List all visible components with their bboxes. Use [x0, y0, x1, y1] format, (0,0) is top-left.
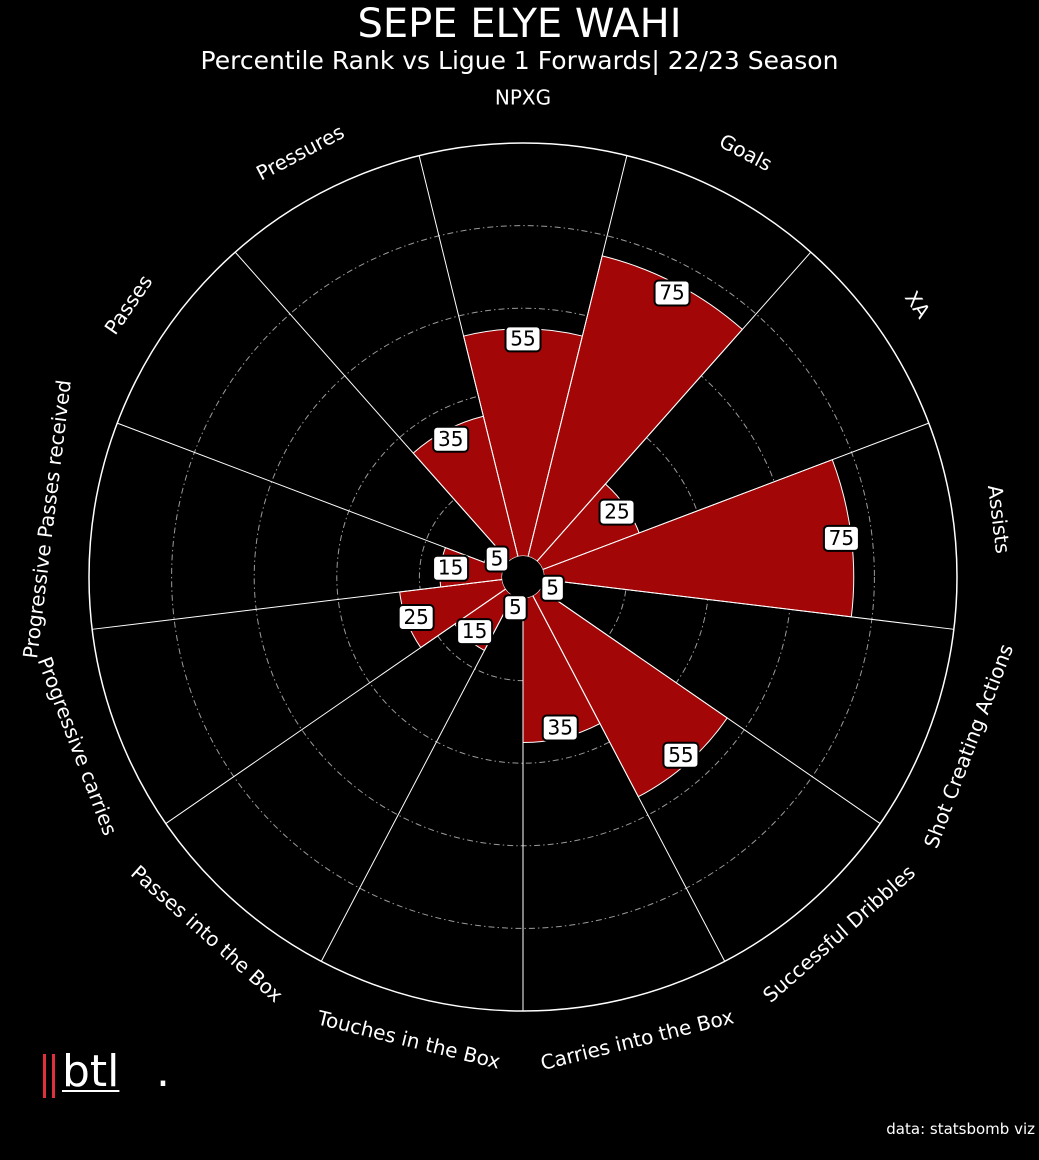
value-label-progressive-passes-received: 15: [432, 554, 470, 582]
value-label-passes: 5: [484, 545, 510, 573]
spoke-line-6: [539, 588, 881, 824]
svg-text:5: 5: [491, 547, 504, 571]
spoke-line-1: [418, 155, 519, 557]
category-label-assists: Assists: [983, 484, 1015, 555]
value-label-progressive-carries: 25: [397, 604, 435, 632]
center-hole: [502, 556, 544, 598]
value-label-assists: 75: [822, 524, 860, 552]
logo-bar-1: [43, 1054, 46, 1098]
svg-text:75: 75: [659, 280, 684, 304]
chart-subtitle: Percentile Rank vs Ligue 1 Forwards| 22/…: [200, 46, 839, 75]
spoke-line-4: [542, 422, 929, 571]
svg-text:25: 25: [403, 605, 428, 629]
category-label-successful-dribbles: Successful Dribbles: [758, 860, 920, 1007]
spoke-line-2: [527, 155, 628, 557]
category-label-passes: Passes: [99, 270, 157, 339]
value-label-passes-into-the-box: 15: [456, 618, 494, 646]
grid-ring-80: [171, 225, 875, 929]
svg-text:15: 15: [438, 556, 463, 580]
spoke-line-13: [234, 251, 510, 562]
value-label-carries-into-the-box: 35: [541, 714, 579, 742]
spoke-line-3: [536, 251, 812, 562]
logo-dot: .: [156, 1046, 170, 1097]
logo-bar-2: [52, 1054, 55, 1098]
svg-text:55: 55: [668, 743, 693, 767]
spoke-line-10: [165, 588, 507, 824]
category-label-passes-into-the-box: Passes into the Box: [126, 860, 288, 1007]
svg-text:35: 35: [438, 427, 463, 451]
category-label-touches-in-the-box: Touches in the Box: [314, 1005, 503, 1073]
value-label-pressures: 35: [432, 425, 470, 453]
bar-carries-into-the-box: [522, 594, 601, 744]
svg-text:55: 55: [510, 326, 535, 350]
category-label-npxg: NPXG: [495, 86, 551, 110]
spoke-line-9: [320, 595, 514, 962]
data-credit: data: statsbomb viz: [886, 1120, 1035, 1138]
category-label-xa: XA: [900, 287, 935, 323]
category-label-carries-into-the-box: Carries into the Box: [538, 1004, 736, 1075]
value-label-shot-creating-actions: 5: [540, 574, 565, 602]
logo-text: btl: [62, 1046, 120, 1097]
spoke-line-12: [117, 422, 504, 571]
category-label-progressive-passes-received: Progressive Passes received: [18, 379, 76, 660]
spoke-line-11: [92, 579, 503, 630]
svg-text:5: 5: [509, 595, 522, 619]
category-label-pressures: Pressures: [252, 120, 348, 186]
svg-text:75: 75: [829, 526, 854, 550]
category-label-progressive-carries: Progressive carries: [33, 653, 122, 838]
spoke-line-7: [532, 595, 726, 962]
svg-text:5: 5: [546, 576, 559, 600]
value-label-successful-dribbles: 55: [662, 741, 700, 769]
value-label-goals: 75: [653, 279, 691, 307]
value-label-xa: 25: [598, 498, 636, 526]
outer-ring: [88, 142, 958, 1012]
chart-title: SEPE ELYE WAHI: [357, 1, 682, 47]
svg-text:25: 25: [604, 500, 629, 524]
category-label-goals: Goals: [715, 129, 776, 176]
svg-text:35: 35: [547, 716, 572, 740]
value-label-npxg: 55: [504, 325, 542, 353]
value-label-touches-in-the-box: 5: [503, 594, 528, 622]
spoke-line-5: [543, 579, 954, 630]
svg-text:15: 15: [462, 619, 487, 643]
category-label-shot-creating-actions: Shot Creating Actions: [919, 641, 1018, 852]
